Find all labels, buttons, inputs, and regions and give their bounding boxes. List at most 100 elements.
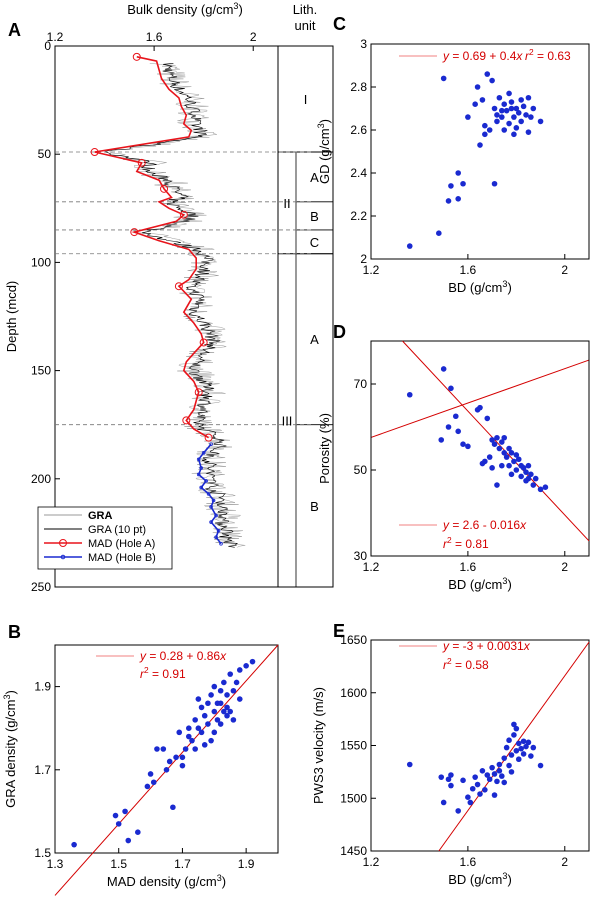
y-tick-label: 50 bbox=[38, 147, 52, 161]
y-tick-label: 3 bbox=[360, 37, 367, 51]
data-point bbox=[513, 452, 520, 458]
legend-label: MAD (Hole A) bbox=[88, 538, 155, 550]
data-point bbox=[491, 105, 498, 112]
data-point bbox=[491, 771, 498, 777]
data-point bbox=[515, 456, 522, 463]
data-point bbox=[179, 754, 186, 761]
y-axis-label: PWS3 velocity (m/s) bbox=[311, 687, 326, 804]
data-point bbox=[482, 458, 488, 465]
data-point bbox=[530, 482, 537, 488]
data-point bbox=[511, 114, 517, 120]
data-point bbox=[484, 772, 491, 778]
data-point bbox=[506, 90, 512, 97]
data-point bbox=[494, 434, 500, 441]
y-tick-label: 100 bbox=[31, 255, 51, 269]
x-tick-label: 1.5 bbox=[110, 857, 127, 871]
data-point bbox=[192, 746, 198, 752]
data-point bbox=[201, 742, 208, 748]
data-point bbox=[508, 471, 515, 478]
data-point bbox=[486, 127, 493, 133]
data-point bbox=[192, 717, 198, 723]
data-point bbox=[518, 745, 524, 752]
data-point bbox=[501, 434, 508, 441]
data-point bbox=[230, 687, 237, 694]
subunit-label: C bbox=[310, 235, 319, 250]
plot-frame bbox=[370, 340, 590, 557]
y-tick-label: 1600 bbox=[340, 686, 367, 700]
data-point bbox=[445, 424, 452, 430]
subunit-label: A bbox=[310, 170, 319, 185]
mad-hole-a-marker bbox=[90, 148, 99, 157]
data-point bbox=[445, 776, 452, 783]
data-point bbox=[221, 708, 227, 715]
mad-hole-b-marker bbox=[209, 505, 213, 509]
panel-C bbox=[370, 43, 590, 438]
data-point bbox=[233, 679, 240, 686]
data-point bbox=[179, 762, 186, 769]
data-point bbox=[469, 785, 476, 792]
data-point bbox=[499, 462, 505, 469]
mad-hole-a-marker bbox=[179, 210, 188, 219]
data-point bbox=[506, 120, 512, 127]
data-point bbox=[460, 777, 466, 784]
data-point bbox=[508, 105, 515, 112]
data-point bbox=[160, 746, 167, 752]
data-point bbox=[520, 751, 527, 757]
data-point bbox=[528, 471, 534, 478]
r-squared: r2 = 0.63 bbox=[525, 47, 571, 63]
data-point bbox=[501, 779, 508, 786]
lith-header: Lith. bbox=[293, 2, 318, 17]
data-point bbox=[494, 112, 500, 118]
y-tick-label: 2.6 bbox=[350, 123, 367, 137]
data-point bbox=[176, 729, 183, 736]
data-point bbox=[491, 180, 498, 187]
y-tick-label: 70 bbox=[354, 377, 368, 391]
y-tick-label: 1550 bbox=[340, 739, 367, 753]
data-point bbox=[474, 84, 481, 90]
data-point bbox=[205, 700, 211, 707]
data-point bbox=[208, 737, 214, 744]
data-point bbox=[186, 725, 192, 731]
mad-hole-a-marker bbox=[194, 388, 203, 397]
legend-label: GRA bbox=[88, 510, 113, 522]
data-point bbox=[438, 437, 445, 443]
data-point bbox=[224, 692, 230, 698]
data-point bbox=[224, 712, 230, 719]
y-tick-label: 50 bbox=[354, 463, 368, 477]
data-point bbox=[195, 725, 202, 731]
y-tick-label: 2.2 bbox=[350, 209, 367, 223]
mad-hole-b-marker bbox=[214, 513, 218, 518]
y-tick-label: 250 bbox=[31, 580, 51, 594]
y-tick-label: 2 bbox=[360, 252, 367, 266]
mad-hole-b-marker bbox=[201, 451, 206, 455]
data-point bbox=[122, 808, 128, 815]
panel-letter: A bbox=[8, 20, 21, 40]
data-point bbox=[494, 778, 500, 785]
legend-label: MAD (Hole B) bbox=[88, 552, 156, 564]
data-point bbox=[472, 101, 478, 107]
panel-E bbox=[370, 639, 590, 852]
y-axis-label: Depth (mcd) bbox=[4, 281, 19, 353]
data-point bbox=[482, 131, 488, 138]
data-point bbox=[438, 774, 445, 780]
data-point bbox=[520, 738, 527, 745]
data-point bbox=[496, 761, 503, 768]
data-point bbox=[182, 746, 189, 752]
data-point bbox=[448, 772, 454, 778]
mad-hole-a-marker bbox=[182, 416, 191, 425]
mad-hole-a-marker bbox=[130, 228, 139, 237]
data-point bbox=[542, 484, 549, 491]
data-point bbox=[494, 482, 500, 488]
plot-frame bbox=[370, 43, 590, 260]
mad-hole-b-marker bbox=[199, 466, 203, 470]
data-point bbox=[494, 118, 500, 125]
data-point bbox=[477, 404, 483, 411]
data-point bbox=[230, 717, 237, 723]
lith-unit-label: II bbox=[283, 196, 290, 211]
data-point bbox=[484, 415, 491, 422]
r-squared: r2 = 0.91 bbox=[140, 665, 186, 681]
data-point bbox=[186, 733, 192, 740]
data-point bbox=[537, 118, 544, 125]
data-point bbox=[489, 465, 495, 471]
data-point bbox=[491, 441, 498, 448]
